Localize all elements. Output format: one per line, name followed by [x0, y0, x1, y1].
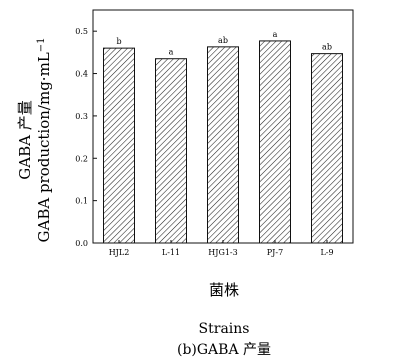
- y-axis-label-chinese: GABA 产量: [16, 100, 34, 179]
- bar-l-9: [311, 53, 343, 244]
- x-tick-label: HJG1-3: [208, 248, 237, 257]
- significance-label: b: [116, 37, 121, 46]
- y-tick-label: 0.0: [75, 239, 88, 248]
- bar-l-11: [155, 58, 187, 244]
- y-axis-ticks: 0.0 0.1 0.2 0.3 0.4 0.5: [75, 27, 97, 248]
- x-tick-label: HJL2: [109, 248, 130, 257]
- x-tick-label: L-9: [320, 248, 333, 257]
- bars-group: b a ab a ab: [103, 30, 343, 244]
- bar-hjl2: [103, 47, 135, 244]
- y-axis-label-english: GABA production/mg·mL−1: [35, 37, 53, 242]
- y-tick-label: 0.3: [75, 112, 88, 121]
- x-axis-label-english: Strains: [199, 321, 250, 337]
- significance-label: a: [273, 30, 278, 39]
- figure-caption: (b)GABA 产量: [177, 342, 271, 358]
- y-tick-label: 0.5: [75, 27, 88, 36]
- bar-pj-7: [259, 40, 291, 244]
- x-axis-label-chinese: 菌株: [209, 281, 239, 299]
- significance-label: a: [169, 48, 174, 57]
- significance-label: ab: [218, 36, 228, 45]
- y-tick-label: 0.1: [75, 197, 88, 206]
- x-axis-ticks: HJL2 L-11 HJG1-3 PJ-7 L-9: [109, 240, 334, 257]
- x-tick-label: PJ-7: [267, 248, 283, 257]
- y-axis-label-unit-superscript: −1: [36, 37, 47, 52]
- y-axis-label-english-text: GABA production/mg·mL: [35, 52, 53, 242]
- bar-hjg1-3: [207, 46, 239, 244]
- y-tick-label: 0.4: [75, 70, 88, 79]
- y-tick-label: 0.2: [75, 154, 88, 163]
- significance-label: ab: [322, 43, 332, 52]
- x-tick-label: L-11: [162, 248, 180, 257]
